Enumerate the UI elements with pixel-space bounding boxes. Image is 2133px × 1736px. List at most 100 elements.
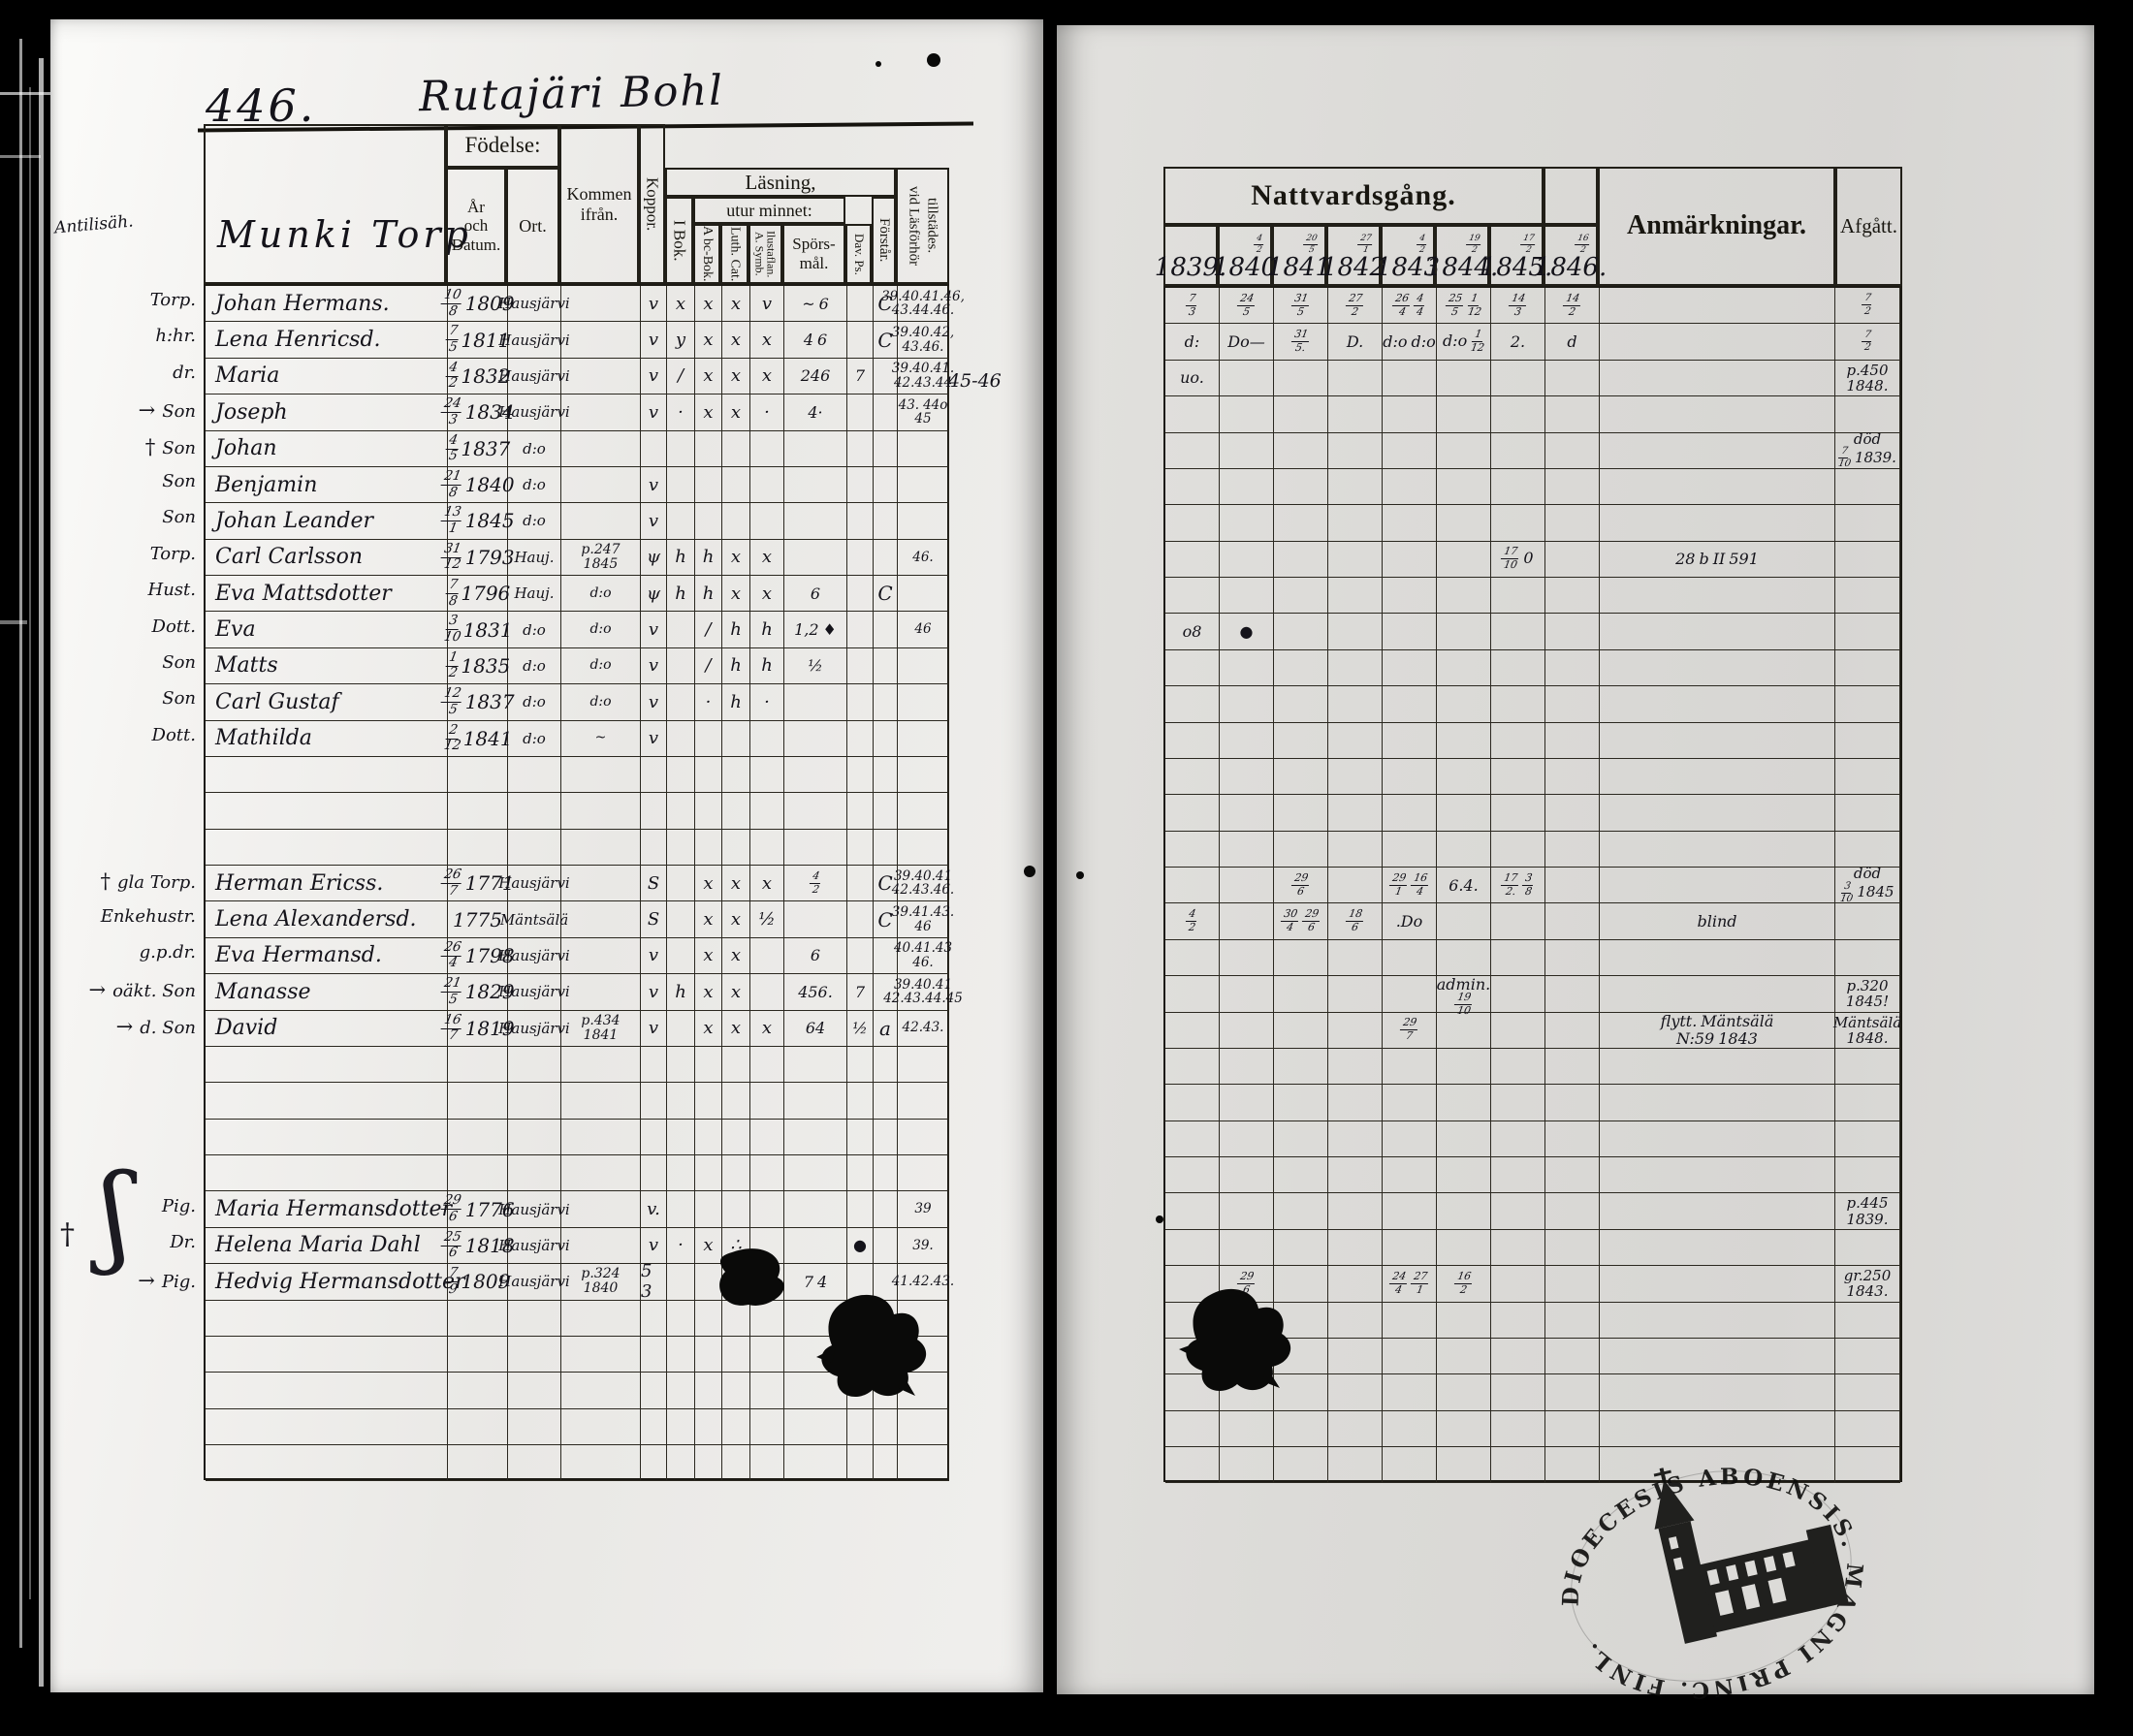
fraction: 14 3 (1508, 292, 1528, 318)
communion-date-cell (1220, 1302, 1274, 1339)
departed-note: p.450 (1844, 363, 1890, 378)
birth-place-cell: Hausjärvi (498, 395, 570, 431)
reading-mark-cell: x (695, 395, 722, 431)
relation-prefix-mark: † (100, 869, 111, 894)
communion-date: d: (1183, 333, 1202, 350)
row-margin-label: Hust. (148, 580, 196, 600)
denominator: 4 (1286, 921, 1295, 934)
denominator: 5 (447, 448, 459, 464)
fraction: 26 4 (441, 939, 465, 970)
row-margin-label: Son (162, 507, 196, 527)
communion-date-cell (1545, 686, 1600, 723)
departed-cell (1835, 578, 1900, 615)
communion-date: 18 6 (1345, 907, 1366, 933)
reading-mark-cell: x (750, 358, 784, 395)
communion-date-cell (1220, 939, 1274, 977)
communion-date-cell (1328, 1121, 1383, 1157)
reading-mark-cell (695, 1191, 722, 1228)
relation-label: Son (162, 437, 196, 458)
text: 4 (803, 330, 813, 349)
understands-cell (874, 829, 898, 866)
came-from-cell: d:o (561, 684, 641, 721)
birth-place-cell: d:o (508, 466, 561, 504)
person-name: Johan Leander (215, 508, 374, 533)
reading-mark-cell: / (695, 612, 722, 648)
birth-date-cell: 25 6 1818 (441, 1227, 515, 1265)
communion-date-cell (1165, 649, 1220, 687)
understands-cell (874, 937, 898, 975)
questions-mark: ~6 (800, 295, 831, 312)
reading-mark-cell: · (750, 395, 784, 431)
reading-mark-cell: h (722, 647, 750, 685)
understands-cell (874, 720, 898, 757)
psalms-cell (847, 539, 874, 576)
communion-date-cell (1383, 614, 1437, 650)
smallpox-cell: v (641, 612, 667, 648)
communion-date: 29 7 (1399, 1016, 1420, 1042)
communion-date-cell (1328, 868, 1383, 904)
departed-cell (1835, 1410, 1900, 1447)
psalms-cell (847, 322, 874, 359)
birth-date-cell: 26 4 1798 (441, 937, 515, 975)
text: 43.46. (902, 338, 944, 355)
communion-date-cell (1491, 976, 1545, 1013)
communion-date-cell (1328, 360, 1383, 397)
came-from-cell (561, 430, 641, 467)
communion-date-cell (1437, 1085, 1491, 1121)
communion-date-cell (1220, 649, 1274, 687)
attended-years: 39. (910, 1238, 935, 1253)
year-header-cell: 17 2 1845. (1480, 225, 1552, 286)
reading-mark-cell (695, 430, 722, 467)
birth-place-cell (508, 1300, 561, 1337)
fraction: 17 2 (1519, 234, 1537, 256)
communion-date-cell (1545, 505, 1600, 542)
came-from: p.324 (579, 1267, 621, 1281)
reading-mark-cell (750, 974, 784, 1011)
communion-date-cell (1491, 1121, 1545, 1157)
remark-cell (1600, 288, 1835, 325)
reading-mark-cell: h (667, 576, 695, 613)
reading-mark-cell: x (722, 322, 750, 359)
attended-years: 39.40.42, (890, 326, 956, 340)
psalms-cell (847, 720, 874, 757)
understands-cell (874, 503, 898, 540)
denominator: 2 (1524, 245, 1533, 256)
person-name-cell (206, 1336, 448, 1373)
denominator: 2 (1458, 1282, 1469, 1296)
birth-place-cell: d:o (508, 503, 561, 540)
name-column-header (204, 124, 446, 284)
communion-date-cell (1491, 795, 1545, 832)
came-from: d:o (588, 621, 613, 637)
understands-cell (874, 1191, 898, 1228)
communion-date-cell (1491, 722, 1545, 759)
text: 43.44.46. (891, 302, 955, 319)
questions-cell (784, 1300, 847, 1337)
attended-years-cell: 39.40.41 42.43.44.45 (883, 974, 963, 1011)
came-from-cell: d:o (561, 576, 641, 613)
row-margin-label: → Son (139, 398, 196, 422)
fraction: 26 4 (1391, 292, 1413, 318)
text: 6.4. (1449, 875, 1479, 895)
came-from-cell (561, 793, 641, 830)
communion-date: 6.4. (1447, 875, 1480, 895)
understands-cell (874, 974, 898, 1011)
departed-cell (1835, 795, 1900, 832)
communion-date-cell (1491, 1048, 1545, 1086)
text: 41.42.43. (891, 1274, 955, 1290)
questions-mark: 1,2 ♦ (792, 621, 839, 638)
numerator: 31 (441, 541, 465, 558)
communion-date-cell (1274, 1447, 1328, 1484)
relation-prefix-mark: → (115, 1014, 134, 1038)
denominator: 2 (1187, 921, 1197, 934)
birth-place: Hausjärvi (498, 946, 570, 964)
reading-mark-cell: h (695, 576, 722, 613)
denominator: 12 (1466, 304, 1482, 318)
birth-place: d:o (523, 656, 546, 675)
communion-date: Do— (1226, 333, 1266, 350)
attended-years-cell: 42.43. (898, 1010, 949, 1047)
remark-cell (1600, 396, 1835, 433)
birth-year: 1832 (461, 363, 511, 388)
birth-date-cell: 4 5 1837 (445, 430, 510, 467)
